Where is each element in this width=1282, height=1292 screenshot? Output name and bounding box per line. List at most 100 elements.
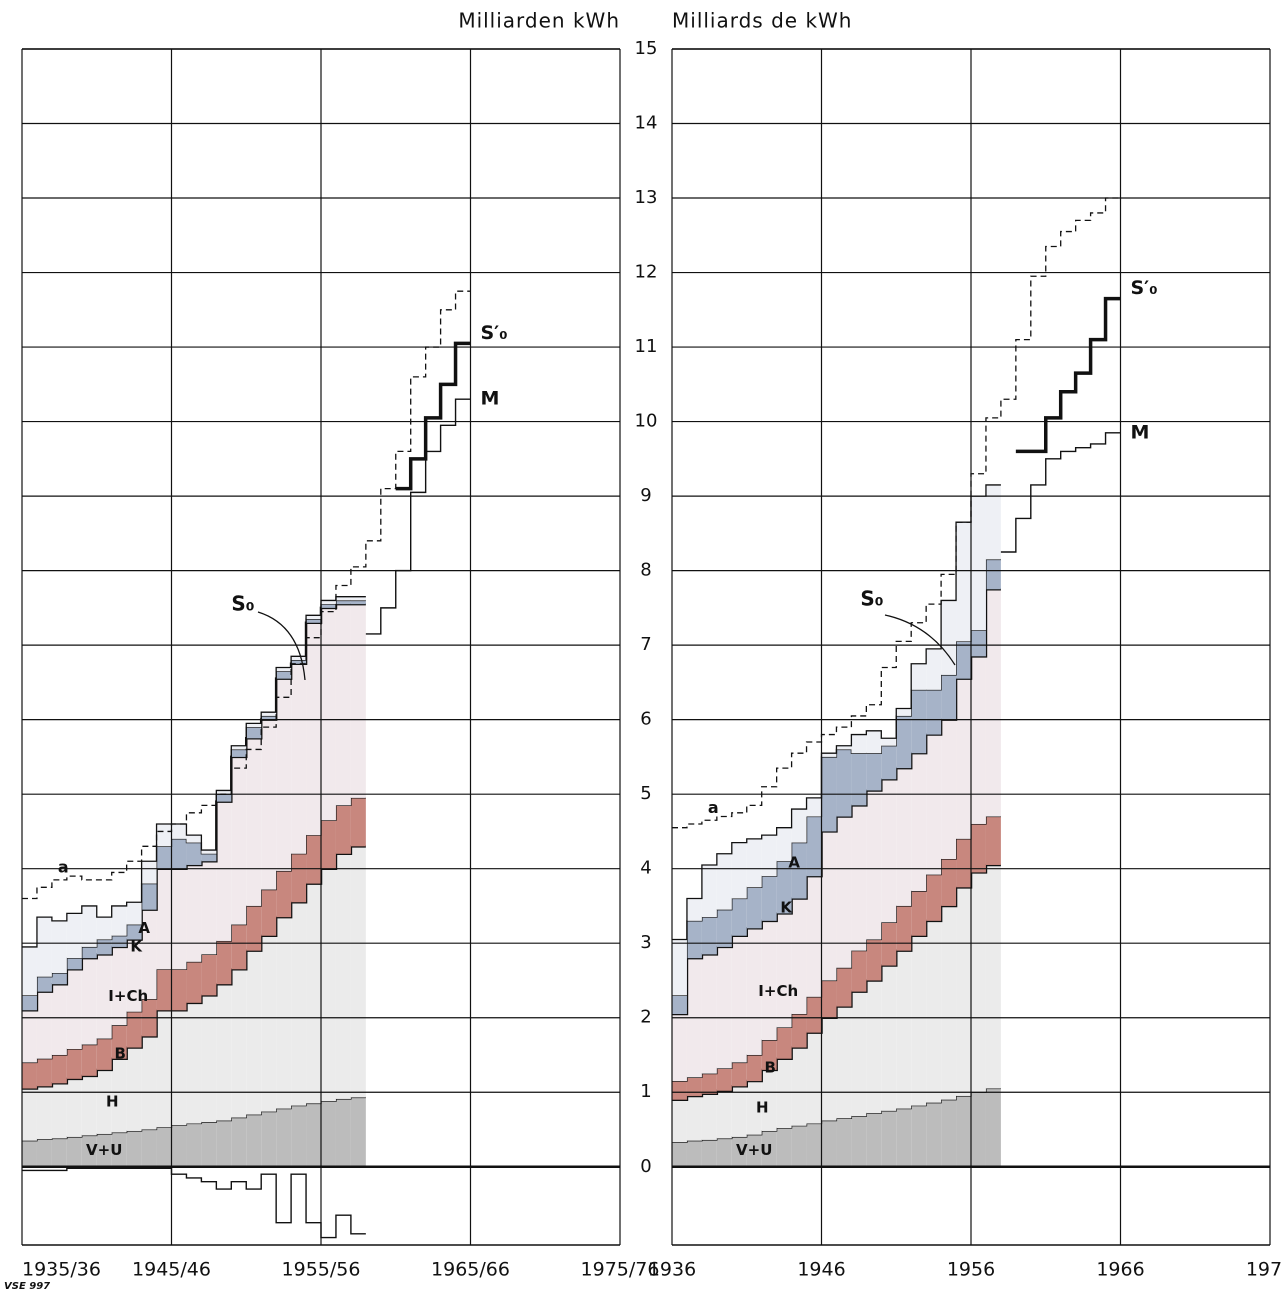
band-step [335,1098,351,1167]
line-label: M [1131,421,1150,443]
panel-title: Milliarden kWh [458,9,620,33]
band-step [51,984,67,1055]
band-step [22,946,37,996]
band-step [231,749,247,757]
band-step [731,842,747,899]
band-step [941,600,957,675]
y-tick-label: 0 [640,1156,651,1177]
band-step [231,1117,247,1167]
x-tick-label: 1935/36 [22,1259,101,1281]
band-step [276,671,292,679]
band-step [51,1054,67,1084]
band-step [985,864,1001,1089]
band-step [291,663,307,854]
band-step [866,939,882,981]
band-step [96,1038,112,1070]
band-step [306,1103,321,1167]
band-step [761,835,777,877]
step-line [22,290,471,900]
band-step [335,853,351,1099]
band-step [246,1114,262,1167]
band-step [746,1081,762,1135]
band-step [731,1086,747,1137]
band-step [761,920,777,1041]
x-tick-label: 1936 [648,1259,696,1281]
band-step [171,823,187,839]
band-step [171,1010,187,1126]
band-step [36,1139,52,1167]
band-step [791,898,807,1014]
x-tick-label: 1955/56 [282,1259,361,1281]
band-step [985,1088,1001,1167]
band-step [141,861,157,884]
band-step [731,1136,747,1167]
band-step [261,712,277,716]
band-step [911,1105,927,1167]
band-step [276,870,292,918]
band-step [51,920,67,974]
band-step [746,1134,762,1167]
band-step [851,950,867,992]
band-step [306,619,321,623]
band-step [261,935,277,1112]
band-step [141,883,157,910]
band-step [141,1129,157,1167]
band-step [746,838,762,888]
band-step [231,756,247,925]
band-step [776,1128,792,1167]
band-step [701,954,717,1074]
band-step [186,1123,202,1167]
band-step [156,823,172,847]
band-step [956,522,971,642]
band-step [126,1130,142,1167]
band-step [731,935,747,1063]
band-step [231,745,247,750]
band-step [186,961,202,1003]
band-step [126,902,142,925]
step-line [365,398,471,635]
band-step [956,838,971,888]
note: VSE 997 [4,1281,50,1292]
annotation-leader [257,611,306,681]
band-step [171,868,187,970]
band-step [761,1130,777,1167]
band-step [156,846,172,869]
band-step [971,630,986,657]
band-step [350,797,366,847]
band-step [851,734,867,754]
band-step [672,939,687,996]
band-step [911,663,927,690]
band-step [291,660,307,664]
band-step [231,924,247,970]
band-step [186,1002,202,1124]
band-step [926,920,942,1103]
band-step [111,905,127,936]
band-step [201,954,217,996]
band-step [321,607,336,821]
band-label: H [756,1098,769,1116]
band-step [22,1140,37,1167]
band-step [276,667,292,672]
band-step [672,1013,687,1082]
band-step [66,958,82,970]
band-step [672,1099,687,1143]
band-step [941,719,957,860]
band-step [881,1110,897,1167]
band-step [66,1078,82,1137]
band-step [111,935,127,947]
band-step [335,805,351,854]
band-step [836,967,852,1007]
band-step [672,995,687,1014]
band-step [171,1125,187,1167]
band-step [851,753,867,806]
band-step [896,715,912,769]
band-step [971,872,986,1093]
band-step [81,1075,97,1136]
line-label: M [481,388,500,410]
band-step [36,1086,52,1140]
band-step [350,600,366,605]
band-step [81,958,97,1045]
band-step [881,922,897,966]
step-line [22,1167,366,1239]
